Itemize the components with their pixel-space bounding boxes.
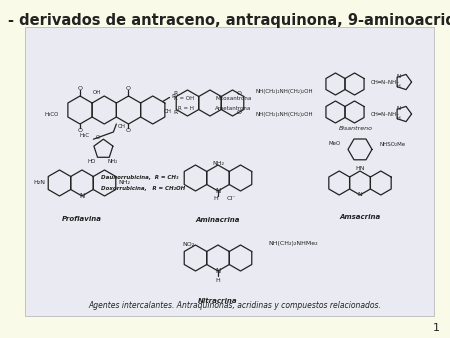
- Text: N: N: [396, 74, 400, 79]
- Text: Doxorrubicina,   R = CH₂OH: Doxorrubicina, R = CH₂OH: [101, 186, 185, 191]
- Text: Nitracrina: Nitracrina: [198, 298, 238, 304]
- FancyBboxPatch shape: [25, 27, 434, 316]
- Text: R: R: [171, 94, 176, 99]
- Text: O: O: [237, 110, 242, 115]
- Text: O: O: [77, 86, 82, 91]
- Text: O: O: [77, 127, 82, 132]
- Text: NO₂: NO₂: [183, 242, 195, 247]
- Text: HN: HN: [355, 166, 365, 171]
- Text: O: O: [126, 86, 131, 91]
- Text: H₂N: H₂N: [33, 180, 45, 186]
- Text: Mitoxantrona: Mitoxantrona: [215, 96, 252, 100]
- Text: N: N: [396, 106, 400, 112]
- Text: R: R: [174, 110, 178, 115]
- Text: NH₂: NH₂: [212, 161, 224, 166]
- Text: OH: OH: [93, 90, 101, 95]
- Text: H: H: [214, 196, 218, 201]
- Text: CH═N–NH–: CH═N–NH–: [371, 112, 400, 117]
- Text: R = OH: R = OH: [174, 96, 194, 100]
- Text: OH: OH: [117, 124, 125, 129]
- Text: N: N: [216, 268, 220, 274]
- Text: NHSO₂Me: NHSO₂Me: [379, 142, 405, 147]
- Text: HO: HO: [87, 159, 95, 164]
- Text: - derivados de antraceno, antraquinona, 9-aminoacridina, naftilamidas: - derivados de antraceno, antraquinona, …: [8, 13, 450, 28]
- Text: NH(CH₂)₂NH(CH₂)₂OH: NH(CH₂)₂NH(CH₂)₂OH: [256, 89, 313, 94]
- Text: H: H: [397, 117, 400, 121]
- Text: Amsacrina: Amsacrina: [339, 214, 381, 220]
- Text: R = H: R = H: [178, 105, 194, 111]
- Text: Daunorrubicina,  R = CH₃: Daunorrubicina, R = CH₃: [101, 175, 178, 180]
- Text: NH₂: NH₂: [119, 180, 131, 186]
- Text: Agentes intercalantes. Antraquinonas, acridinas y compuestos relacionados.: Agentes intercalantes. Antraquinonas, ac…: [89, 301, 382, 310]
- Text: H: H: [216, 277, 220, 283]
- Text: Proflavina: Proflavina: [62, 216, 102, 222]
- Text: N: N: [216, 188, 220, 194]
- Text: Ametantrona: Ametantrona: [215, 105, 252, 111]
- Text: N: N: [358, 193, 362, 197]
- Text: H₃C: H₃C: [79, 133, 90, 138]
- Text: O: O: [126, 127, 131, 132]
- Text: 1: 1: [433, 323, 440, 333]
- Text: NH(CH₂)₂NH(CH₂)₂OH: NH(CH₂)₂NH(CH₂)₂OH: [256, 112, 313, 117]
- Text: R: R: [174, 91, 178, 96]
- Text: N: N: [79, 193, 85, 199]
- Text: H: H: [397, 84, 400, 90]
- Text: OH: OH: [164, 109, 172, 114]
- Text: Aminacrina: Aminacrina: [196, 217, 240, 223]
- Text: CH═N–NH–: CH═N–NH–: [371, 79, 400, 84]
- Text: O: O: [95, 135, 99, 140]
- Text: H₃CO: H₃CO: [45, 112, 59, 117]
- Text: O: O: [237, 91, 242, 96]
- Text: Bisantreno: Bisantreno: [339, 125, 373, 130]
- Text: NH(CH₂)₂NHMe₂: NH(CH₂)₂NHMe₂: [269, 241, 318, 246]
- Text: NH₂: NH₂: [108, 159, 118, 164]
- Text: MeO: MeO: [328, 141, 341, 146]
- Text: Cl⁻: Cl⁻: [227, 196, 236, 201]
